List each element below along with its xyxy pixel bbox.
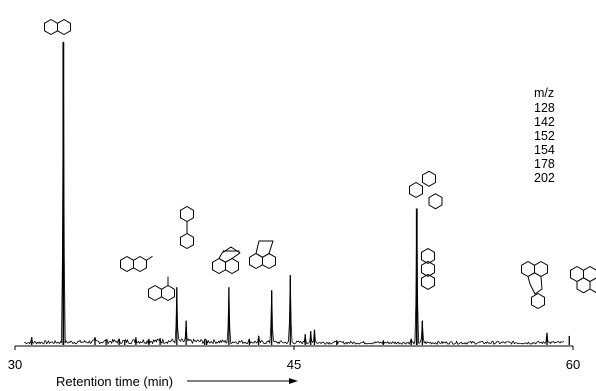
acenaphthene-structure: [249, 240, 276, 269]
legend-entry: 142: [534, 115, 555, 129]
legend-entry: 154: [534, 143, 555, 157]
naphthalene-structure: [44, 19, 71, 35]
1-methylnaphthalene-structure: [148, 276, 175, 301]
legend-entry: 152: [534, 129, 555, 143]
x-tick-label: 30: [8, 357, 22, 372]
chromatogram-trace: [24, 41, 564, 345]
legend-title: m/z: [534, 86, 554, 100]
chromatogram-line: [24, 41, 564, 345]
x-axis-title: Retention time (min): [56, 374, 173, 389]
x-tick-label: 60: [566, 357, 580, 372]
legend-entry: 178: [534, 157, 555, 171]
anthracene-structure: [421, 248, 435, 290]
acenaphthylene-structure: [212, 246, 241, 274]
peak-lines: [31, 42, 570, 345]
fluoranthene-structure: [521, 261, 548, 309]
molecule-structures: [44, 19, 596, 309]
legend-entry: 128: [534, 101, 555, 115]
x-tick-label: 45: [287, 357, 301, 372]
pyrene-structure: [570, 266, 596, 294]
legend-entry: 202: [534, 171, 555, 185]
x-tick-labels: 30 45 60: [8, 357, 580, 372]
biphenyl-structure: [180, 206, 194, 249]
phenanthrene-structure: [409, 170, 443, 210]
2-methylnaphthalene-structure: [120, 255, 153, 272]
mz-legend: m/z 128 142 152 154 178 202: [534, 86, 555, 185]
x-axis: [14, 345, 574, 350]
x-axis-arrow: [187, 378, 298, 384]
